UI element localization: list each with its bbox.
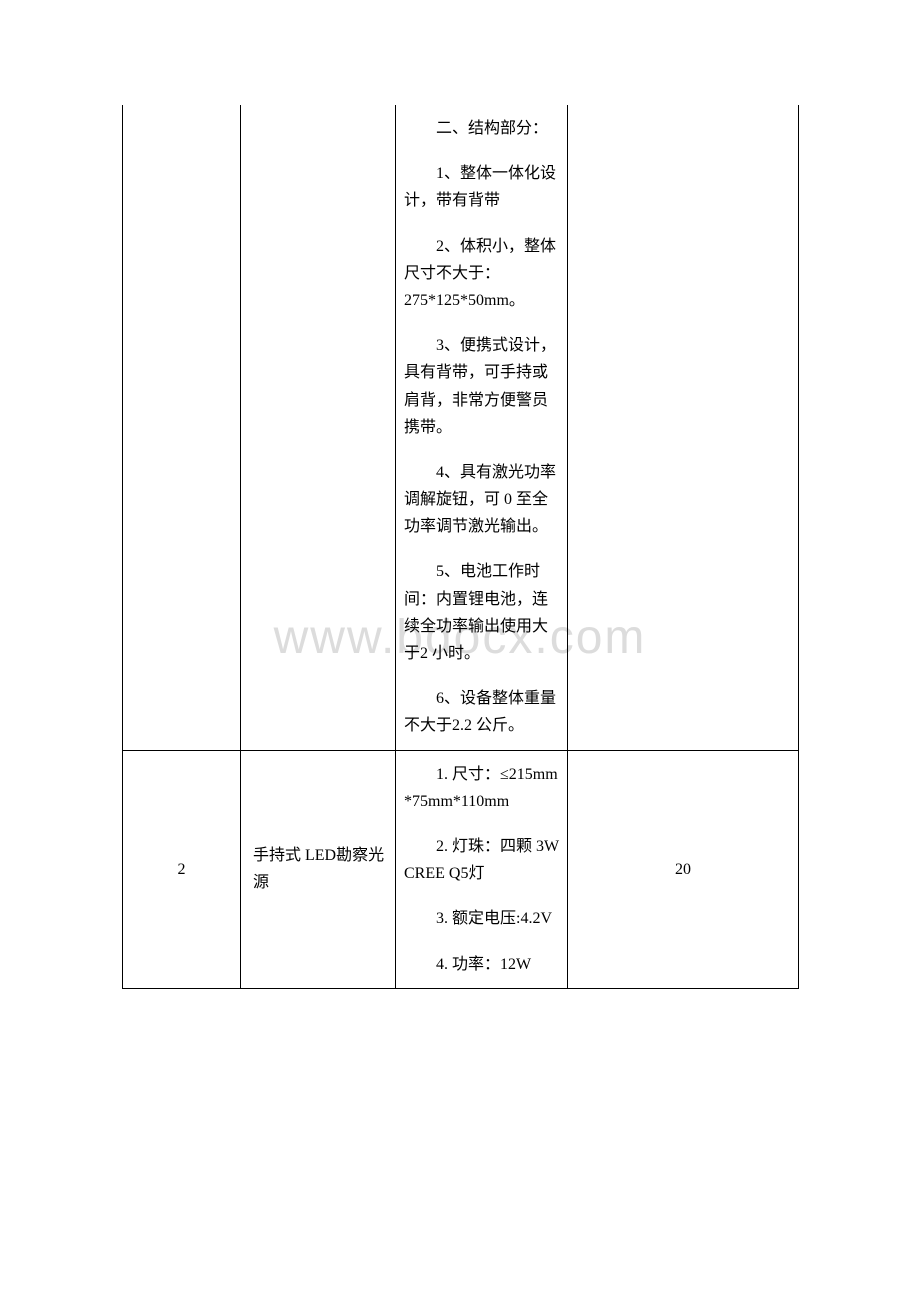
spec-para: 2. 灯珠：四颗 3W CREE Q5灯 xyxy=(404,833,559,887)
spec-para: 6、设备整体重量不大于2.2 公斤。 xyxy=(404,685,559,739)
cell-index: 2 xyxy=(123,750,241,988)
cell-qty xyxy=(568,105,799,750)
spec-para: 4、具有激光功率调解旋钮，可 0 至全功率调节激光输出。 xyxy=(404,459,559,541)
cell-name xyxy=(241,105,396,750)
cell-qty: 20 xyxy=(568,750,799,988)
cell-name: 手持式 LED勘察光源 xyxy=(241,750,396,988)
spec-para: 5、电池工作时间：内置锂电池，连续全功率输出使用大于2 小时。 xyxy=(404,558,559,667)
table-row: 二、结构部分： 1、整体一体化设计，带有背带 2、体积小，整体尺寸不大于：275… xyxy=(123,105,799,750)
cell-index xyxy=(123,105,241,750)
cell-spec: 二、结构部分： 1、整体一体化设计，带有背带 2、体积小，整体尺寸不大于：275… xyxy=(396,105,568,750)
cell-spec: 1. 尺寸：≤215mm *75mm*110mm 2. 灯珠：四颗 3W CRE… xyxy=(396,750,568,988)
spec-para: 二、结构部分： xyxy=(404,115,559,142)
spec-para: 3、便携式设计，具有背带，可手持或肩背，非常方便警员携带。 xyxy=(404,332,559,441)
spec-para: 1. 尺寸：≤215mm *75mm*110mm xyxy=(404,761,559,815)
spec-para: 2、体积小，整体尺寸不大于：275*125*50mm。 xyxy=(404,233,559,315)
spec-para: 3. 额定电压:4.2V xyxy=(404,905,559,932)
spec-para: 4. 功率：12W xyxy=(404,951,559,978)
spec-table: 二、结构部分： 1、整体一体化设计，带有背带 2、体积小，整体尺寸不大于：275… xyxy=(122,105,799,989)
table-row: 2 手持式 LED勘察光源 1. 尺寸：≤215mm *75mm*110mm 2… xyxy=(123,750,799,988)
spec-para: 1、整体一体化设计，带有背带 xyxy=(404,160,559,214)
